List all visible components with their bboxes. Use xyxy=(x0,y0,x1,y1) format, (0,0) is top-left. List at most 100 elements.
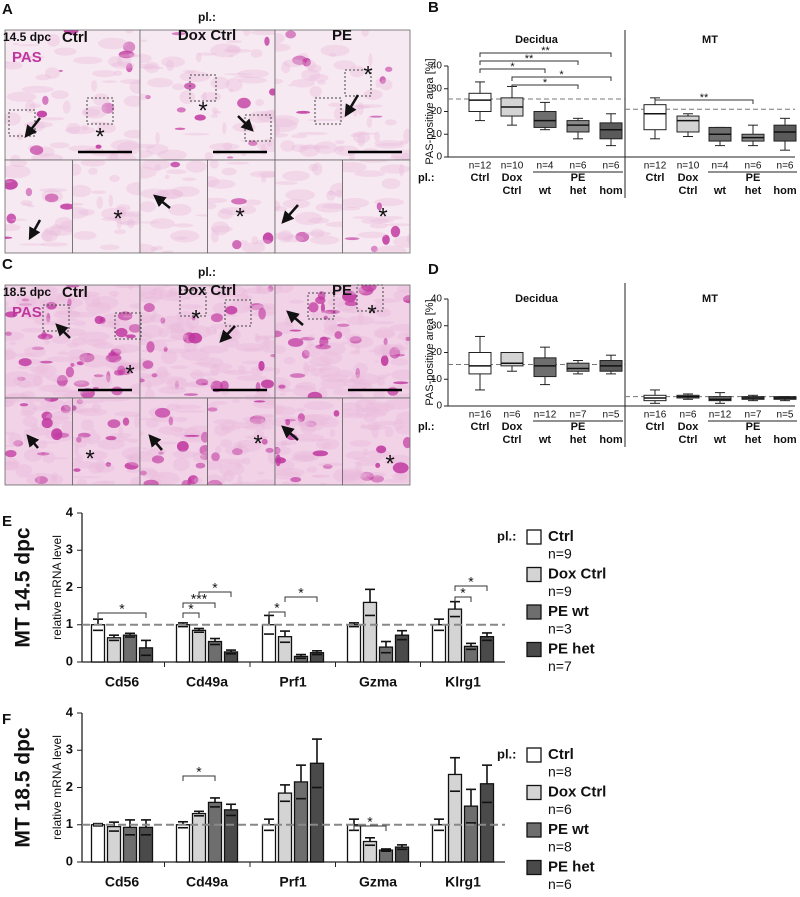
tissue-blob xyxy=(121,446,140,461)
tissue-blob xyxy=(289,373,306,378)
tissue-blob xyxy=(195,214,208,217)
tissue-blob xyxy=(296,110,311,114)
micrograph xyxy=(139,397,208,486)
tissue-blob xyxy=(260,175,267,183)
tissue-blob xyxy=(54,309,80,316)
tissue-blob xyxy=(229,88,234,93)
arrow xyxy=(219,325,236,343)
tissue-blob xyxy=(105,361,133,369)
tissue-blob xyxy=(292,433,325,442)
tissue-blob xyxy=(200,451,208,464)
tissue-blob xyxy=(25,55,45,59)
tissue-blob xyxy=(140,315,155,324)
tissue-blob xyxy=(357,102,364,116)
tissue-blob xyxy=(222,48,252,53)
tissue-blob xyxy=(199,345,229,354)
category-label: Dox xyxy=(502,172,524,184)
tissue-blob xyxy=(92,93,110,106)
tissue-blob xyxy=(282,170,310,182)
tissue xyxy=(5,285,140,398)
x-tick-label: Prf1 xyxy=(279,674,306,690)
tissue-blob xyxy=(146,380,152,390)
tissue-blob xyxy=(113,411,140,417)
tissue-blob xyxy=(128,52,137,58)
side-label: MT 14.5 dpc xyxy=(12,527,35,648)
tissue-blob xyxy=(234,293,249,301)
tissue-blob xyxy=(5,398,21,403)
tissue-blob xyxy=(90,80,98,92)
tissue-blob xyxy=(259,340,275,350)
n-label: n=16 xyxy=(469,410,492,421)
tissue-blob xyxy=(99,316,106,324)
tissue-blob xyxy=(45,301,57,310)
tissue-blob xyxy=(254,390,272,398)
tissue-blob xyxy=(125,334,136,339)
tissue-blob xyxy=(389,155,403,160)
category-label: Ctrl xyxy=(471,421,490,433)
tissue-blob xyxy=(242,347,272,352)
significance-bracket xyxy=(511,76,612,81)
tissue-blob xyxy=(181,177,197,182)
tissue-blob xyxy=(72,405,77,411)
tissue-blob xyxy=(179,90,196,104)
tissue-blob xyxy=(164,174,170,180)
significance-label: ** xyxy=(541,45,550,57)
tissue-blob xyxy=(303,344,322,358)
tissue-blob xyxy=(342,413,371,419)
tissue-blob xyxy=(140,149,153,159)
significance-bracket xyxy=(479,52,612,57)
tissue-blob xyxy=(363,411,377,423)
tissue-blob xyxy=(172,223,194,228)
n-label: n=5 xyxy=(603,410,620,421)
tissue-blob xyxy=(323,309,340,314)
tissue-blob xyxy=(108,352,117,356)
x-tick-label: Gzma xyxy=(359,674,397,690)
arrow xyxy=(153,194,171,209)
tissue-blob xyxy=(216,292,227,299)
tissue-blob xyxy=(270,353,275,358)
tissue-blob xyxy=(6,213,17,224)
tissue-blob xyxy=(215,445,222,454)
tissue-blob xyxy=(260,398,275,406)
bar xyxy=(431,624,447,663)
asterisk: * xyxy=(378,203,387,230)
tissue-blob xyxy=(373,389,385,398)
box xyxy=(773,124,797,142)
tissue-blob xyxy=(70,337,88,346)
x-tick-label: Gzma xyxy=(359,874,397,890)
tissue-blob xyxy=(371,321,395,325)
tissue-blob xyxy=(140,418,164,421)
tissue-blob xyxy=(21,85,54,93)
tissue-blob xyxy=(210,76,230,90)
significance-label: * xyxy=(196,764,202,780)
tissue-blob xyxy=(389,455,397,464)
tissue-blob xyxy=(42,441,59,444)
significance-label: * xyxy=(543,77,548,89)
tissue-blob xyxy=(207,285,236,290)
tissue-blob xyxy=(243,425,274,430)
tissue-blob xyxy=(140,221,161,224)
tissue-blob xyxy=(113,229,127,235)
tissue-blob xyxy=(25,100,36,113)
tissue-blob xyxy=(20,409,34,417)
inset-box xyxy=(86,97,114,125)
significance-bracket xyxy=(182,775,216,781)
tissue-blob xyxy=(5,331,25,341)
arrow xyxy=(286,310,304,326)
y-tick-label: 20 xyxy=(431,347,443,358)
tissue-blob xyxy=(303,414,333,421)
tissue-blob xyxy=(72,398,86,409)
tissue-blob xyxy=(351,132,378,135)
tissue-blob xyxy=(368,53,373,67)
panel-label: D xyxy=(428,261,439,278)
tissue-blob xyxy=(140,201,156,213)
tissue-blob xyxy=(359,424,389,430)
significance-bracket xyxy=(479,68,546,73)
asterisk: * xyxy=(113,205,122,232)
legend-n: n=9 xyxy=(548,583,572,599)
tissue-blob xyxy=(129,80,140,94)
tissue-blob xyxy=(303,364,317,372)
tissue-blob xyxy=(200,431,208,443)
tissue-blob xyxy=(280,140,296,152)
tissue-blob xyxy=(317,291,326,300)
